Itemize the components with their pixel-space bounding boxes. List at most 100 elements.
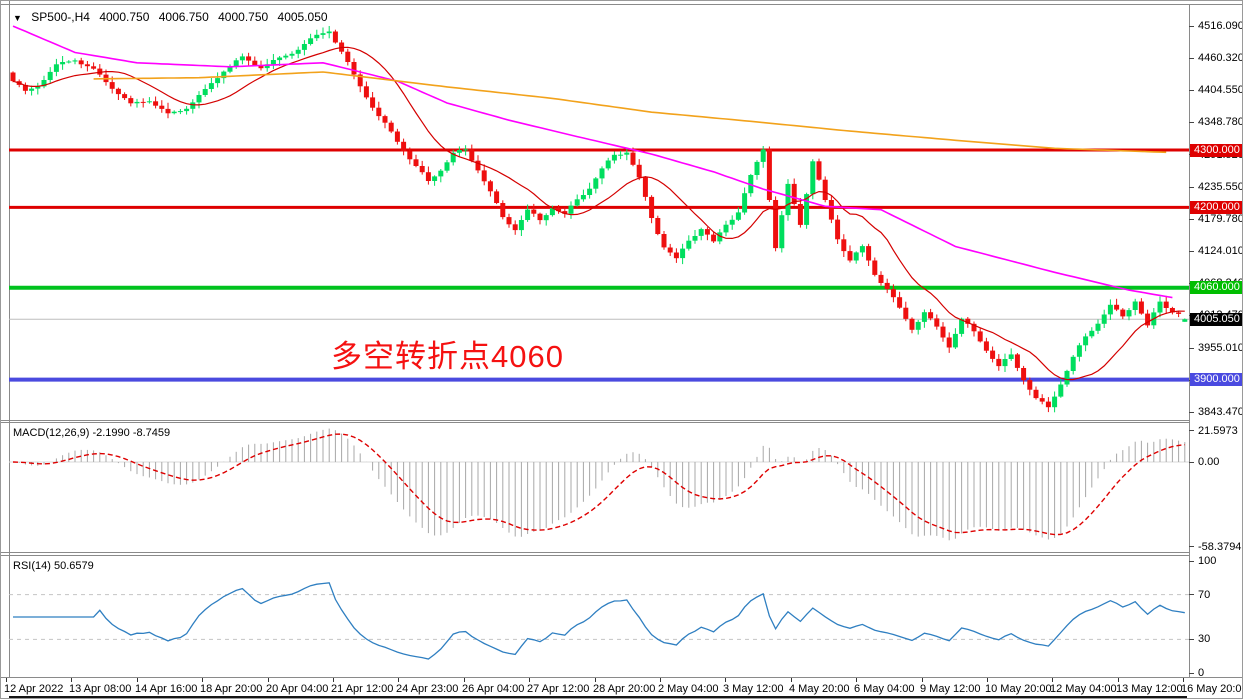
candle-body xyxy=(432,176,438,181)
time-label: 6 May 04:00 xyxy=(854,683,915,695)
time-label: 12 May 04:00 xyxy=(1050,683,1117,695)
candle-body xyxy=(401,141,407,152)
candle-body xyxy=(897,297,903,308)
candle-body xyxy=(686,240,692,249)
time-tick-mark xyxy=(856,678,857,682)
candle-body xyxy=(469,149,475,161)
candle-body xyxy=(494,191,500,203)
macd-tick-label: 0.00 xyxy=(1198,456,1220,468)
top-frame-line xyxy=(1,4,1242,5)
candle-body xyxy=(711,234,717,242)
candle-body xyxy=(568,205,574,214)
candle-body xyxy=(295,49,301,54)
time-tick-mark xyxy=(529,678,530,682)
candle-body xyxy=(84,64,90,67)
candle-body xyxy=(283,55,289,58)
price-tick-mark xyxy=(1189,26,1194,27)
price-badge-3900-000: 3900.000 xyxy=(1190,373,1242,386)
candle-body xyxy=(233,60,239,67)
candle-body xyxy=(1114,304,1120,310)
price-tick-mark xyxy=(1189,251,1194,252)
price-tick-mark xyxy=(1189,187,1194,188)
candle-body xyxy=(630,152,636,165)
candle-body xyxy=(890,289,896,298)
candle-body xyxy=(301,44,307,50)
candle-body xyxy=(190,102,196,109)
candle-body xyxy=(320,33,326,35)
candle-body xyxy=(1132,301,1138,310)
price-tick-label: 4348.780 xyxy=(1198,116,1243,128)
macd-tick-label: 21.5973 xyxy=(1198,425,1238,437)
macd-label: MACD(12,26,9) -2.1990 -8.7459 xyxy=(13,427,171,439)
candle-body xyxy=(29,88,35,91)
candle-body xyxy=(270,60,276,65)
candle-body xyxy=(1008,354,1014,359)
candle-body xyxy=(928,312,934,319)
rsi-indicator-panel[interactable] xyxy=(9,557,1189,677)
candle-body xyxy=(1021,368,1027,381)
ohlc-low: 4000.750 xyxy=(218,10,269,24)
ohlc-open: 4000.750 xyxy=(99,10,150,24)
candle-body xyxy=(959,318,965,334)
time-label: 14 Apr 16:00 xyxy=(135,683,198,695)
candle-body xyxy=(611,154,617,161)
candle-body xyxy=(289,53,295,56)
candle-body xyxy=(822,179,828,200)
candle-body xyxy=(184,108,190,112)
candle-body xyxy=(1083,336,1089,346)
macd-indicator-panel[interactable] xyxy=(9,423,1189,552)
candle-body xyxy=(1058,384,1064,397)
candle-body xyxy=(314,34,320,39)
ohlc-high: 4006.750 xyxy=(158,10,209,24)
candle-body xyxy=(41,80,47,87)
candle-body xyxy=(370,97,376,108)
time-label: 10 May 20:00 xyxy=(985,683,1052,695)
candle-body xyxy=(506,217,512,225)
candle-body xyxy=(649,196,655,218)
candle-body xyxy=(35,86,41,89)
candle-body xyxy=(215,78,221,84)
candle-body xyxy=(1002,359,1008,367)
candle-body xyxy=(804,194,810,225)
price-badge-4300-000: 4300.000 xyxy=(1190,144,1242,157)
symbol-dropdown-icon[interactable]: ▼ xyxy=(13,13,22,23)
candle-body xyxy=(134,101,140,104)
price-tick-label: 4460.320 xyxy=(1198,52,1243,64)
price-badge-4060-000: 4060.000 xyxy=(1190,281,1242,294)
candle-body xyxy=(884,282,890,290)
time-label: 21 Apr 12:00 xyxy=(331,683,394,695)
time-label: 20 Apr 04:00 xyxy=(266,683,329,695)
candle-body xyxy=(580,195,586,200)
candle-body xyxy=(221,71,227,79)
candle-body xyxy=(475,160,481,171)
candle-body xyxy=(47,71,53,80)
candle-body xyxy=(934,318,940,327)
price-tick-label: 3955.010 xyxy=(1198,342,1243,354)
candle-body xyxy=(115,88,121,95)
candle-body xyxy=(990,350,996,359)
candle-body xyxy=(1182,319,1188,322)
candle-body xyxy=(946,337,952,348)
candle-body xyxy=(1157,301,1163,313)
candle-body xyxy=(171,111,177,114)
candle-body xyxy=(1176,312,1182,314)
ma-fast-red-line xyxy=(12,46,1185,381)
main-price-chart[interactable] xyxy=(9,4,1189,420)
candle-body xyxy=(357,74,363,87)
macd-tick-mark xyxy=(1189,430,1194,431)
price-tick-mark xyxy=(1189,122,1194,123)
candle-body xyxy=(791,183,797,204)
time-tick-mark xyxy=(137,678,138,682)
time-tick-mark xyxy=(6,678,7,682)
horizontal-scrollbar[interactable] xyxy=(9,696,1187,698)
candle-body xyxy=(549,208,555,216)
candle-body xyxy=(1033,389,1039,399)
candle-body xyxy=(996,358,1002,367)
chart-annotation-text[interactable]: 多空转折点4060 xyxy=(331,339,564,374)
candle-body xyxy=(388,122,394,132)
candle-body xyxy=(692,236,698,241)
candle-body xyxy=(704,229,710,235)
time-label: 24 Apr 23:00 xyxy=(396,683,459,695)
candle-body xyxy=(1039,398,1045,402)
price-badge-4200-000: 4200.000 xyxy=(1190,201,1242,214)
